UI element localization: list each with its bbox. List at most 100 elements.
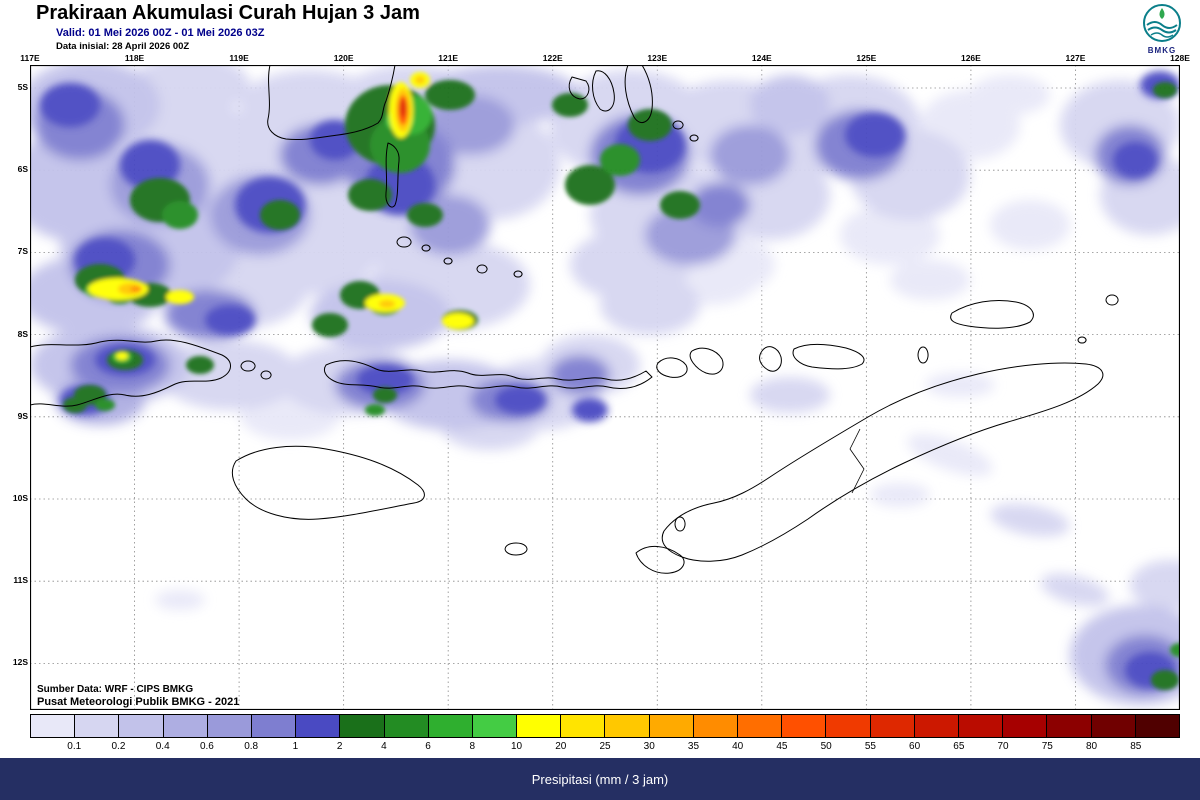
lon-label: 126E — [960, 53, 981, 63]
legend-scale-value: 20 — [555, 741, 567, 752]
legend-caption-band: Presipitasi (mm / 3 jam) — [0, 758, 1200, 800]
island-sumbawa-timur — [30, 339, 231, 407]
island-pantar — [759, 346, 782, 372]
legend-scale-value: 1 — [292, 741, 299, 752]
legend-scale-value: 45 — [776, 741, 788, 752]
precip-cell-0.2mm — [1040, 573, 1110, 607]
lon-label: 123E — [647, 53, 668, 63]
island-madu — [513, 270, 523, 278]
lon-label: 118E — [124, 53, 145, 63]
precip-cell-6mm — [365, 404, 385, 416]
precip-cell-20mm — [442, 313, 474, 329]
coastlines — [30, 65, 1119, 574]
precip-cell-2mm — [845, 113, 905, 157]
island-adonara-solor — [656, 357, 688, 378]
island-bonerate — [443, 257, 453, 265]
legend-scale-value: 35 — [687, 741, 700, 752]
legend-segment — [207, 715, 252, 737]
lat-label: 5S — [17, 82, 28, 92]
legend-caption: Presipitasi (mm / 3 jam) — [531, 771, 669, 787]
legend-scale-value: 75 — [1041, 741, 1053, 752]
lat-label: 10S — [12, 493, 28, 503]
legend-scale-value: 6 — [425, 741, 431, 752]
island-alor — [792, 343, 865, 370]
precip-cell-2mm — [495, 386, 545, 414]
precip-cell-1mm — [550, 355, 610, 395]
lat-label: 6S — [17, 164, 28, 175]
legend-scale-value: 2 — [336, 741, 343, 752]
legend-segment — [1135, 715, 1179, 737]
legend-scale-value: 40 — [732, 741, 744, 752]
legend-segment — [428, 715, 473, 737]
precip-cell-0.1mm — [890, 260, 970, 300]
legend-segment — [163, 715, 208, 737]
island-flores — [323, 360, 653, 390]
precip-cell-4mm — [312, 313, 348, 337]
bmkg-logo-label: BMKG — [1147, 46, 1177, 55]
legend-scale-value: 65 — [953, 741, 965, 752]
legend-scale-value: 0.6 — [199, 741, 214, 752]
legend-scale-value: 85 — [1130, 741, 1142, 752]
legend-segment — [384, 715, 429, 737]
island-atauro — [917, 346, 929, 364]
legend-segment — [693, 715, 738, 737]
precip-cell-0.8mm — [425, 95, 515, 155]
island-tanahjampea — [396, 236, 412, 248]
legend-segment — [251, 715, 297, 737]
island-komodo — [240, 360, 256, 372]
legend-scale-value: 8 — [469, 741, 476, 752]
precip-cell-4mm — [407, 203, 443, 227]
legend-segment — [605, 715, 650, 737]
legend-scale-value: 50 — [820, 741, 832, 752]
precip-cell-2mm — [205, 305, 255, 335]
publisher: Pusat Meteorologi Publik BMKG - 2021 — [37, 696, 240, 708]
island-romang — [1105, 294, 1119, 306]
lon-label: 128E — [1170, 53, 1190, 63]
island-selayar — [385, 142, 400, 208]
precip-cell-20mm — [166, 290, 194, 304]
precip-cell-0.1mm — [155, 590, 205, 610]
legend-segment — [826, 715, 871, 737]
legend-scale-value: 30 — [643, 741, 655, 752]
precip-cell-0.2mm — [1130, 560, 1180, 610]
legend-scale-value: 80 — [1085, 741, 1098, 752]
precip-cell-4mm — [565, 165, 615, 205]
precip-cell-2mm — [572, 398, 608, 422]
island-rote — [635, 546, 685, 574]
data-source: Sumber Data: WRF - CIPS BMKG — [37, 684, 194, 695]
precip-cell-0.1mm — [990, 200, 1070, 250]
island-sabu — [504, 542, 528, 556]
precip-cell-2mm — [120, 140, 180, 190]
map-border — [30, 65, 1180, 710]
precip-cell-30mm — [415, 76, 425, 84]
precip-cell-4mm — [660, 191, 700, 219]
legend-scale-value: 0.2 — [111, 741, 126, 752]
island-muna — [592, 70, 615, 112]
precip-cell-6mm — [162, 201, 198, 229]
island-wakatobi-2 — [689, 134, 699, 142]
precip-cell-1mm — [690, 183, 750, 227]
precip-cell-40mm — [130, 286, 142, 292]
lon-label: 121E — [438, 53, 459, 63]
lat-label: 7S — [17, 246, 28, 257]
lon-label: 124E — [751, 53, 772, 63]
valid-period: Valid: 01 Mei 2026 00Z - 01 Mei 2026 03Z — [56, 27, 265, 39]
legend-segment — [472, 715, 518, 737]
bmkg-logo-icon — [1143, 4, 1181, 42]
legend-segment — [75, 715, 120, 737]
lon-label: 120E — [333, 53, 354, 63]
island-rinca — [260, 370, 272, 380]
island-semau — [674, 516, 686, 532]
precip-cell-4mm — [1151, 670, 1179, 690]
precip-cell-6mm — [600, 144, 640, 176]
island-buton — [624, 65, 653, 124]
island-sulawesi-selatan — [267, 65, 396, 140]
legend-segment — [340, 715, 385, 737]
precipitation-field — [30, 65, 1180, 705]
lat-label: 12S — [12, 657, 28, 668]
precip-cell-0.2mm — [750, 377, 830, 413]
precip-cell-30mm — [379, 300, 395, 308]
legend-scale-value: 25 — [599, 741, 611, 752]
precip-cell-0.2mm — [990, 503, 1070, 537]
